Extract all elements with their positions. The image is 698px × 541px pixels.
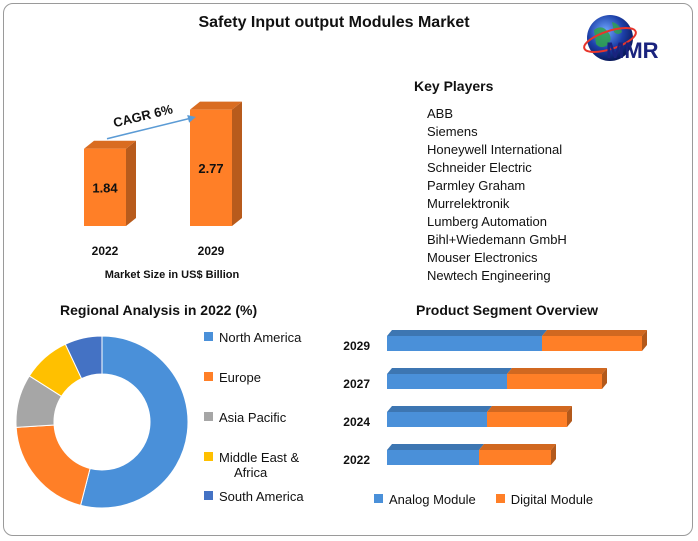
segment-bar-top: [387, 368, 512, 374]
donut-slice: [80, 335, 189, 509]
segment-bar: [507, 374, 602, 389]
segment-bar-top: [507, 368, 607, 374]
segment-bar-top: [387, 444, 484, 450]
segment-bar: [487, 412, 567, 427]
regional-legend-item: North America: [204, 330, 301, 345]
regional-donut-chart: [15, 335, 189, 509]
page-title: Safety Input output Modules Market: [198, 14, 470, 31]
key-players-list: ABB Siemens Honeywell International Schneid…: [427, 106, 567, 286]
bar-side: [232, 101, 242, 226]
legend-label: Europe: [219, 370, 261, 385]
cagr-label: CAGR 6%: [112, 101, 175, 130]
legend-swatch: [204, 491, 213, 500]
logo: MMR: [580, 10, 690, 70]
segment-bar-top: [387, 406, 492, 412]
legend-swatch: [204, 412, 213, 421]
legend-label: Middle East & Africa: [219, 450, 300, 480]
cagr-arrow-head: [187, 114, 196, 123]
y-tick-label: 2024: [343, 415, 370, 429]
x-tick-label: 2022: [92, 244, 119, 258]
segment-bar-side: [602, 368, 607, 389]
regional-title: Regional Analysis in 2022 (%): [60, 302, 258, 318]
legend-label: Analog Module: [389, 492, 476, 507]
segment-bar: [387, 412, 487, 427]
segment-bar: [479, 450, 551, 465]
product-segment-chart: 2029 2027 2024 2022: [343, 330, 647, 467]
bar-value-label: 1.84: [92, 180, 118, 195]
product-segment-legend: Analog Module Digital Module: [374, 491, 613, 509]
key-player-item: Siemens: [427, 124, 478, 139]
y-tick-label: 2029: [343, 339, 370, 353]
segment-bar: [387, 450, 479, 465]
logo-text: MMR: [606, 38, 659, 63]
market-size-chart: 1.84 2.77 CAGR 6% 2022 2029 Market Size in…: [84, 101, 242, 281]
legend-label: North America: [219, 330, 302, 345]
legend-swatch: [495, 494, 505, 503]
y-tick-label: 2027: [343, 377, 370, 391]
segment-bar-top: [487, 406, 572, 412]
cagr-arrow: [106, 116, 194, 140]
regional-legend-item: Middle East & Africa: [204, 450, 299, 480]
donut-slice: [64, 335, 103, 380]
market-size-caption: Market Size in US$ Billion: [105, 269, 240, 281]
bar-top: [190, 101, 242, 110]
key-player-item: Murrelektronik: [427, 196, 510, 211]
key-player-item: Mouser Electronics: [427, 250, 538, 265]
infographic-frame: Safety Input output Modules Market MMR 1…: [3, 3, 693, 536]
x-tick-label: 2029: [198, 244, 225, 258]
segment-bar-top: [479, 444, 556, 450]
legend-swatch: [374, 494, 383, 503]
bar-top: [84, 140, 136, 149]
segment-bar: [542, 336, 642, 351]
key-player-item: ABB: [427, 106, 454, 121]
segment-bar-top: [387, 330, 547, 336]
segment-bar-side: [551, 444, 556, 465]
legend-swatch: [204, 372, 213, 381]
key-player-item: Newtech Engineering: [427, 268, 551, 283]
key-players-title: Key Players: [414, 78, 494, 94]
segment-bar-side: [567, 406, 572, 427]
legend-swatch: [204, 452, 213, 461]
legend-label: Digital Module: [510, 492, 594, 507]
key-player-item: Lumberg Automation: [427, 214, 547, 229]
legend-label: Asia Pacific: [219, 410, 287, 425]
donut-slice: [15, 424, 91, 506]
regional-legend-item: South America: [204, 489, 304, 504]
key-player-item: Bihl+Wiedemann GmbH: [427, 232, 567, 247]
y-tick-label: 2022: [343, 453, 370, 467]
globe-icon: MMR: [583, 15, 659, 63]
segment-legend-item: Analog Module: [374, 492, 476, 507]
legend-label: South America: [219, 489, 304, 504]
regional-legend-item: Europe: [204, 370, 261, 385]
bar-side: [126, 140, 136, 226]
legend-swatch: [204, 332, 213, 341]
segment-bar-side: [642, 330, 647, 351]
regional-legend-item: Asia Pacific: [204, 410, 286, 425]
key-player-item: Schneider Electric: [427, 160, 532, 175]
product-segment-title: Product Segment Overview: [416, 302, 599, 318]
market-bar: [84, 148, 126, 226]
segment-bar: [387, 374, 507, 389]
segment-legend-item: Digital Module: [495, 492, 594, 507]
market-bar: [190, 109, 232, 226]
segment-bar: [387, 336, 542, 351]
key-player-item: Honeywell International: [427, 142, 563, 157]
bar-value-label: 2.77: [198, 161, 223, 176]
segment-bar-top: [542, 330, 647, 336]
key-player-item: Parmley Graham: [427, 178, 526, 193]
